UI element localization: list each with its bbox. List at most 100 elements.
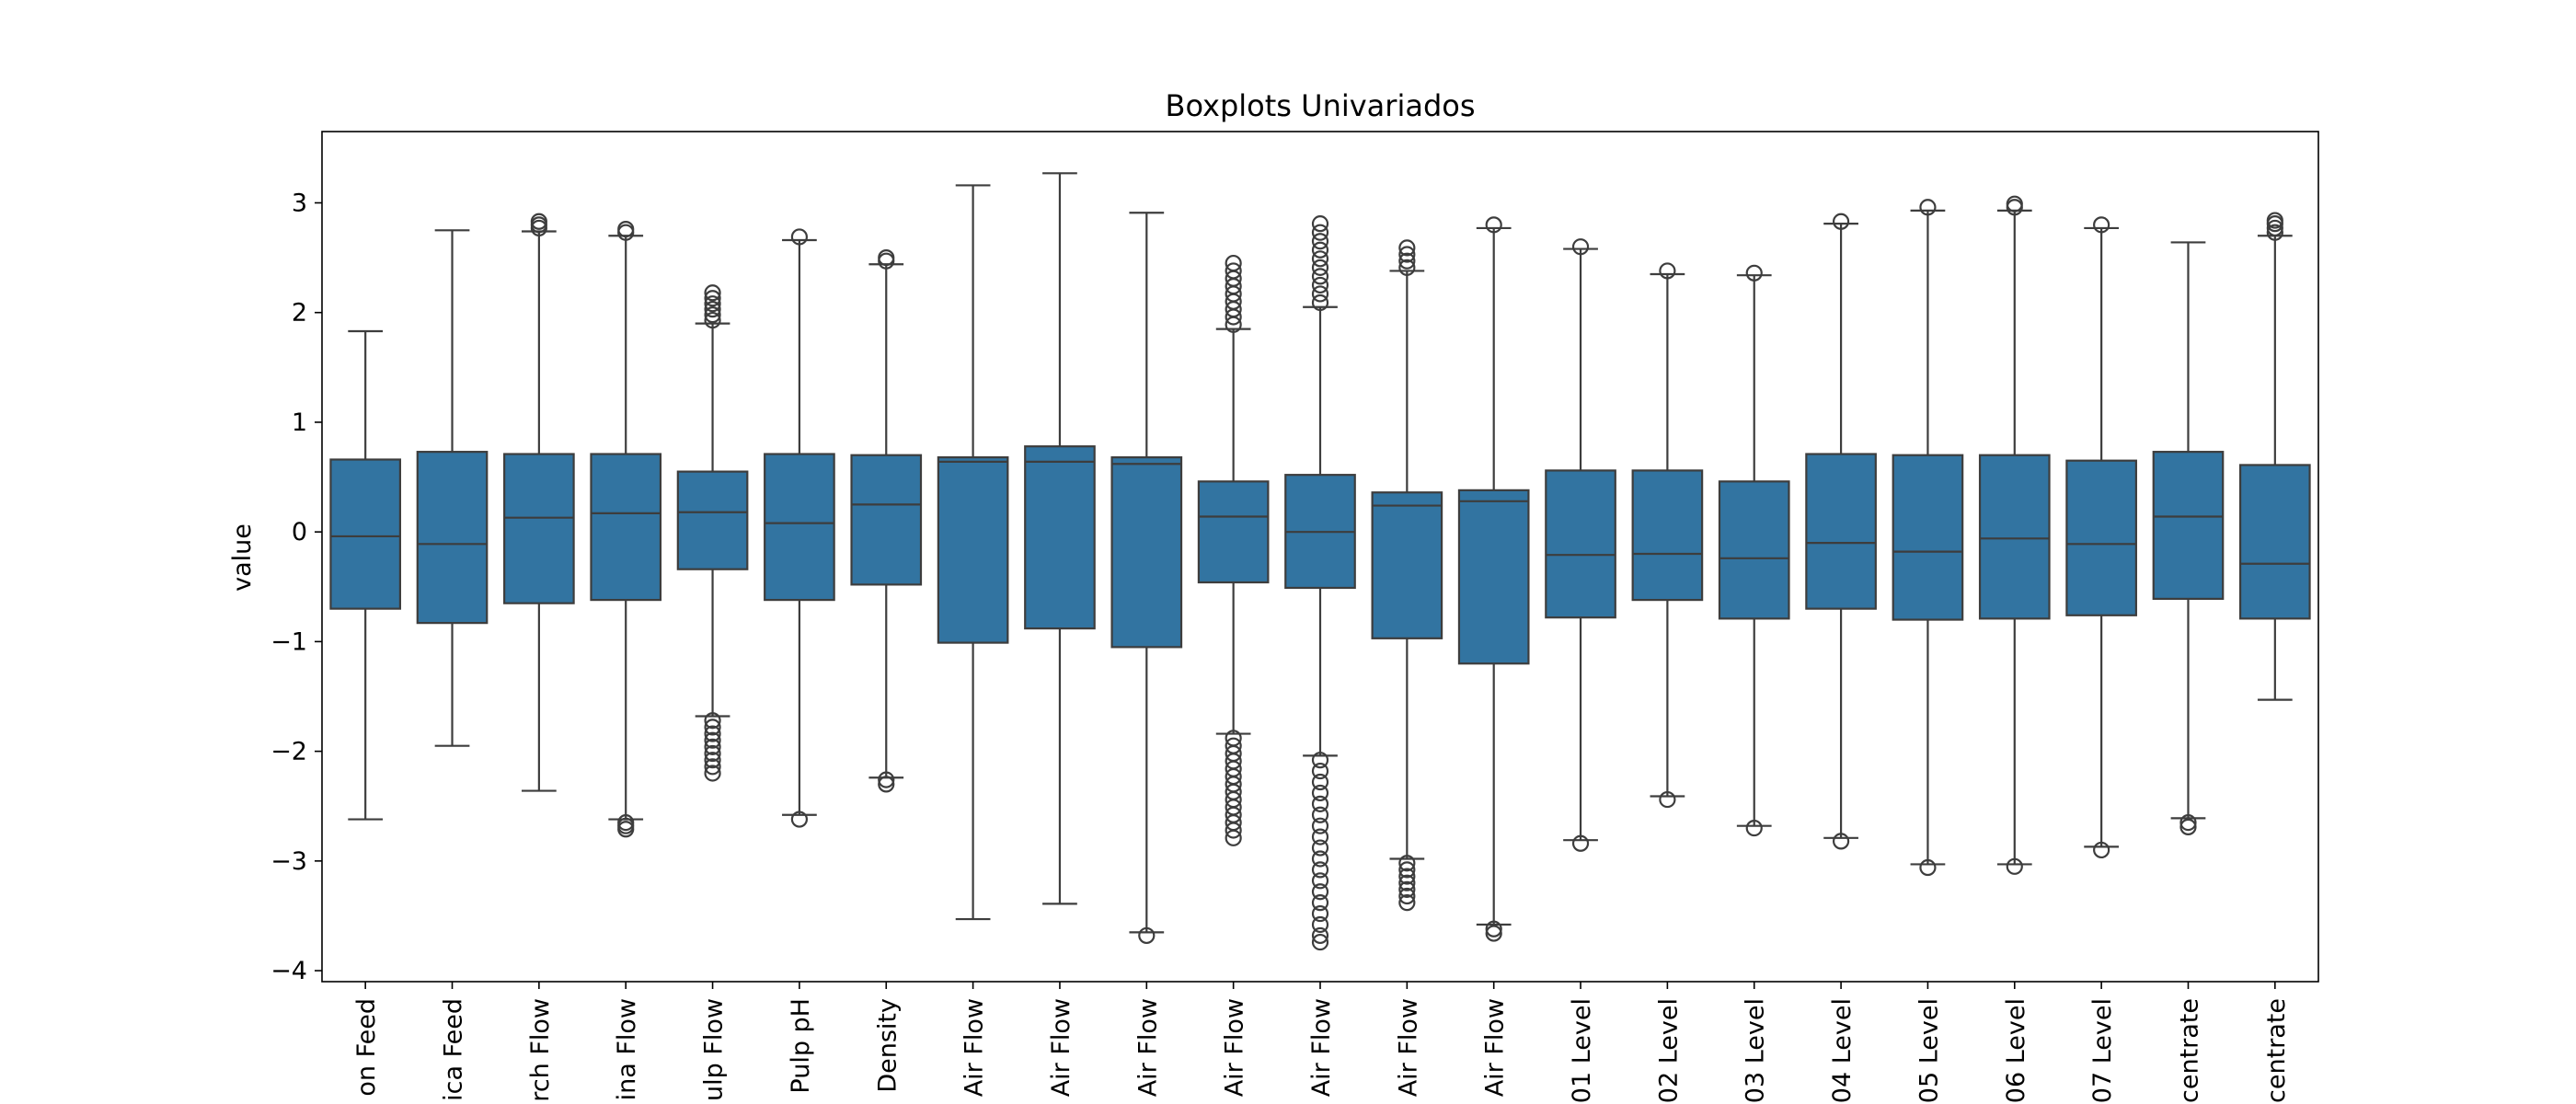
outlier-point [704, 290, 721, 307]
box-group [2238, 212, 2311, 701]
box [1545, 469, 1616, 619]
y-tick-label: −3 [270, 847, 307, 876]
box [2238, 464, 2311, 620]
box [1197, 480, 1270, 584]
x-tick-label: ica Feed [440, 998, 468, 1101]
outlier-point [1485, 216, 1502, 234]
box [937, 456, 1009, 644]
outlier-point [2179, 818, 2197, 835]
box-group [1631, 262, 1704, 809]
outlier-point [1398, 894, 1416, 912]
outlier-point [1311, 915, 1329, 934]
x-tick-label: 07 Level [2088, 998, 2117, 1103]
outlier-point [790, 811, 809, 828]
outlier-point [704, 758, 721, 776]
outlier-point [2266, 219, 2283, 237]
outlier-point [704, 731, 721, 749]
outlier-point [1311, 241, 1329, 259]
y-tick-label: −1 [270, 627, 307, 656]
outlier-point [1311, 933, 1329, 951]
box [590, 453, 662, 602]
box-group [329, 329, 402, 821]
box [1978, 454, 2051, 620]
box [1024, 445, 1096, 630]
outlier-point [1571, 834, 1590, 852]
outlier-point [1311, 259, 1329, 276]
box-group [1978, 195, 2051, 875]
box-group [1545, 238, 1616, 852]
x-tick-label: rch Flow [526, 998, 555, 1102]
box-group [676, 284, 749, 782]
outlier-point [1398, 259, 1416, 276]
outlier-point [1398, 880, 1416, 898]
outlier-point [704, 719, 721, 736]
box [329, 458, 402, 610]
x-tick-label: 04 Level [1828, 998, 1857, 1103]
box-group [416, 229, 489, 747]
outlier-point [1398, 887, 1416, 905]
box [503, 453, 575, 604]
x-tick-label: on Feed [352, 998, 381, 1097]
outlier-point [1311, 817, 1329, 834]
outlier-point [704, 284, 721, 302]
chart-title: Boxplots Univariados [1165, 88, 1475, 123]
outlier-point [878, 249, 895, 267]
box [416, 451, 489, 625]
outlier-point [1311, 752, 1329, 769]
outlier-point [2179, 814, 2197, 832]
outlier-point [1311, 215, 1329, 233]
outlier-point [1659, 262, 1676, 280]
outlier-point [790, 228, 809, 246]
x-tick-label: Air Flow [1047, 998, 1075, 1097]
outlier-point [1311, 762, 1329, 780]
outlier-point [1919, 858, 1937, 877]
outlier-point [1571, 238, 1590, 256]
box-group [1457, 216, 1530, 942]
y-tick-label: 3 [292, 189, 307, 217]
x-tick-label: ulp Flow [700, 998, 729, 1101]
outlier-point [1398, 252, 1416, 270]
box [676, 470, 749, 570]
y-axis: −4 −3 −2 −1 0 1 2 3 [270, 189, 322, 985]
outlier-point [1311, 773, 1329, 791]
outlier-point [1225, 822, 1242, 839]
outlier-point [704, 306, 721, 324]
outlier-point [1311, 839, 1329, 857]
outlier-point [1311, 850, 1329, 868]
outlier-point [530, 213, 547, 230]
outlier-point [704, 752, 721, 769]
outlier-point [1832, 833, 1850, 850]
outlier-point [1398, 874, 1416, 891]
y-tick-label: −4 [270, 957, 307, 985]
outlier-point [1311, 233, 1329, 250]
x-tick-label: Density [873, 998, 902, 1093]
outlier-point [1311, 872, 1329, 890]
box [2152, 451, 2225, 601]
outlier-point [2093, 841, 2110, 859]
outlier-point [1398, 861, 1416, 879]
box [1892, 454, 1964, 621]
outlier-point [1745, 264, 1763, 282]
x-tick-label: centrate [2175, 998, 2203, 1103]
outlier-point [704, 311, 721, 329]
box-group [1110, 212, 1183, 945]
outlier-point [1311, 285, 1329, 303]
box-group [1197, 254, 1270, 846]
box [850, 454, 923, 586]
x-tick-label: Air Flow [1307, 998, 1336, 1097]
y-tick-label: −2 [270, 738, 307, 766]
outlier-point [1311, 784, 1329, 802]
outlier-point [704, 744, 721, 763]
box-group [764, 228, 835, 828]
outlier-point [617, 821, 635, 838]
outlier-point [1485, 920, 1502, 937]
outlier-point [1311, 268, 1329, 285]
box [1805, 453, 1877, 610]
y-tick-label: 2 [292, 299, 307, 328]
box-group [1718, 264, 1790, 837]
box [764, 453, 835, 602]
box-group [1371, 239, 1443, 912]
outlier-point [1138, 926, 1156, 945]
outlier-point [1225, 254, 1242, 272]
